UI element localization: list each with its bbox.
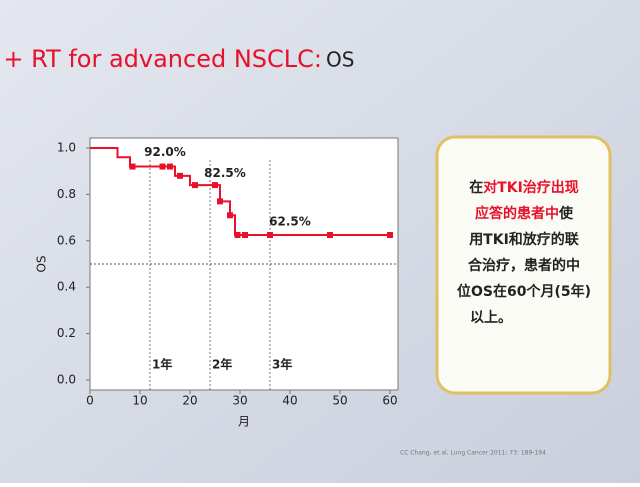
censor-mark xyxy=(267,232,273,238)
y-tick-label: 0.0 xyxy=(57,373,76,387)
y-tick-label: 0.6 xyxy=(57,233,76,247)
reference-label: 1年 xyxy=(152,357,172,372)
censor-mark xyxy=(192,182,198,189)
citation: CC Chang, et al, Lung Cancer 2011; 73: 1… xyxy=(400,450,546,457)
y-tick-label: 0.8 xyxy=(57,187,76,201)
reference-label: 3年 xyxy=(272,357,292,372)
x-tick-label: 50 xyxy=(332,394,347,408)
chart-title-suffix: OS xyxy=(326,48,354,72)
y-tick-label: 1.0 xyxy=(57,141,76,155)
note-line: 在对TKI治疗出现 xyxy=(469,179,579,196)
note-line: 应答的患者中使 xyxy=(475,205,574,222)
note-line: 用TKI和放疗的联 xyxy=(469,231,580,248)
censor-mark xyxy=(242,232,248,238)
annotation: 62.5% xyxy=(269,215,311,229)
note-highlight: 对TKI治疗出现 xyxy=(483,179,579,196)
note: 在对TKI治疗出现 应答的患者中使 用TKI和放疗的联 合治疗，患者的中 位OS… xyxy=(457,179,591,326)
x-tick-label: 30 xyxy=(232,394,247,408)
note-line: 位OS在60个月(5年) xyxy=(457,283,591,300)
annotation: 82.5% xyxy=(204,166,246,180)
y-tick-label: 0.4 xyxy=(57,280,76,294)
note-text: 在 xyxy=(469,179,483,196)
note-box xyxy=(435,135,612,395)
annotation: 92.0% xyxy=(144,145,186,159)
censor-mark xyxy=(129,163,136,170)
note-line: 以上。 xyxy=(470,310,512,326)
censor-mark xyxy=(159,163,166,170)
censor-mark xyxy=(387,232,393,238)
censor-mark xyxy=(217,198,223,205)
chart-title: Erlotinib + RT for advanced NSCLC: xyxy=(0,45,322,73)
censor-mark xyxy=(212,182,218,189)
note-line: 合治疗，患者的中 xyxy=(468,257,580,274)
x-axis-label: 月 xyxy=(238,415,250,429)
y-tick-label: 0.2 xyxy=(57,326,76,340)
censor-mark xyxy=(327,232,333,238)
note-highlight: 应答的患者中 xyxy=(475,205,559,222)
censor-mark xyxy=(234,232,241,238)
reference-label: 2年 xyxy=(212,357,232,372)
note-text: 使 xyxy=(558,205,574,222)
censor-mark xyxy=(167,163,173,170)
censor-mark xyxy=(227,212,233,219)
censor-mark xyxy=(177,172,183,179)
x-tick-label: 10 xyxy=(132,394,147,408)
x-tick-label: 20 xyxy=(182,394,197,408)
x-tick-label: 0 xyxy=(86,394,94,408)
x-tick-label: 40 xyxy=(282,394,297,408)
x-tick-label: 60 xyxy=(382,394,397,408)
y-axis-label: OS xyxy=(35,255,49,272)
